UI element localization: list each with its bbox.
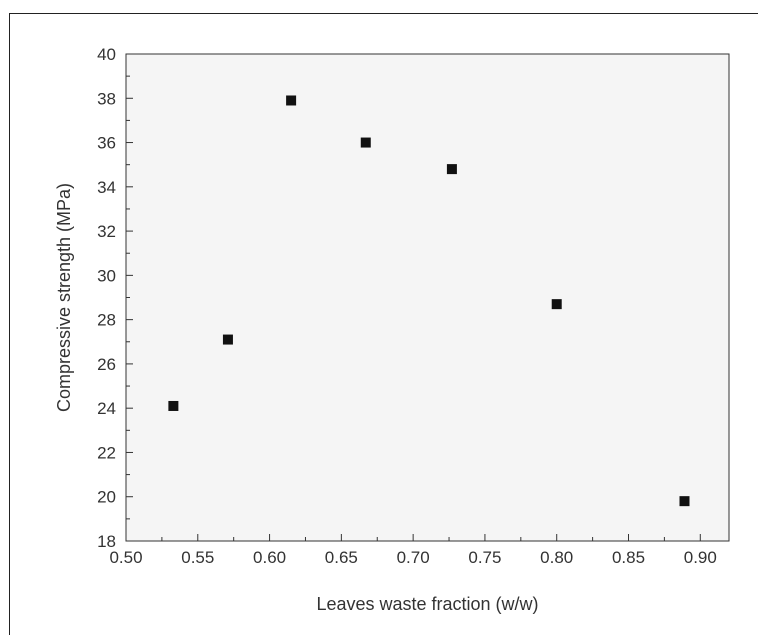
x-tick-label: 0.65 bbox=[325, 548, 358, 567]
y-tick-label: 40 bbox=[97, 45, 116, 64]
y-tick-label: 32 bbox=[97, 222, 116, 241]
y-axis-title: Compressive strength (MPa) bbox=[54, 183, 74, 412]
data-point bbox=[286, 95, 297, 106]
data-point bbox=[360, 137, 371, 148]
data-point bbox=[551, 299, 562, 310]
y-tick-label: 22 bbox=[97, 443, 116, 462]
y-tick-label: 30 bbox=[97, 266, 116, 285]
y-tick-label: 20 bbox=[97, 488, 116, 507]
x-axis-title: Leaves waste fraction (w/w) bbox=[316, 594, 538, 614]
data-points bbox=[168, 95, 690, 507]
data-point bbox=[679, 496, 690, 507]
x-tick-label: 0.85 bbox=[612, 548, 645, 567]
y-tick-label: 18 bbox=[97, 532, 116, 551]
data-point bbox=[446, 164, 457, 175]
y-axis: 18 20 22 24 26 28 30 32 34 36 38 40 bbox=[97, 45, 133, 551]
x-tick-label: 0.70 bbox=[397, 548, 430, 567]
data-point bbox=[168, 400, 179, 411]
y-tick-label: 26 bbox=[97, 355, 116, 374]
x-tick-label: 0.50 bbox=[109, 548, 142, 567]
plot-area bbox=[125, 53, 730, 542]
y-tick-label: 28 bbox=[97, 311, 116, 330]
y-tick-label: 24 bbox=[97, 399, 116, 418]
y-tick-label: 38 bbox=[97, 89, 116, 108]
data-point bbox=[222, 334, 233, 345]
y-tick-label: 36 bbox=[97, 134, 116, 153]
y-tick-label: 34 bbox=[97, 178, 116, 197]
x-axis: 0.50 0.55 0.60 0.65 0.70 0.75 0.80 0.85 0.90 bbox=[109, 534, 717, 567]
x-tick-label: 0.60 bbox=[253, 548, 286, 567]
x-tick-label: 0.90 bbox=[684, 548, 717, 567]
figure-frame bbox=[9, 13, 758, 635]
x-tick-label: 0.75 bbox=[468, 548, 501, 567]
x-tick-label: 0.80 bbox=[540, 548, 573, 567]
x-tick-label: 0.55 bbox=[181, 548, 214, 567]
